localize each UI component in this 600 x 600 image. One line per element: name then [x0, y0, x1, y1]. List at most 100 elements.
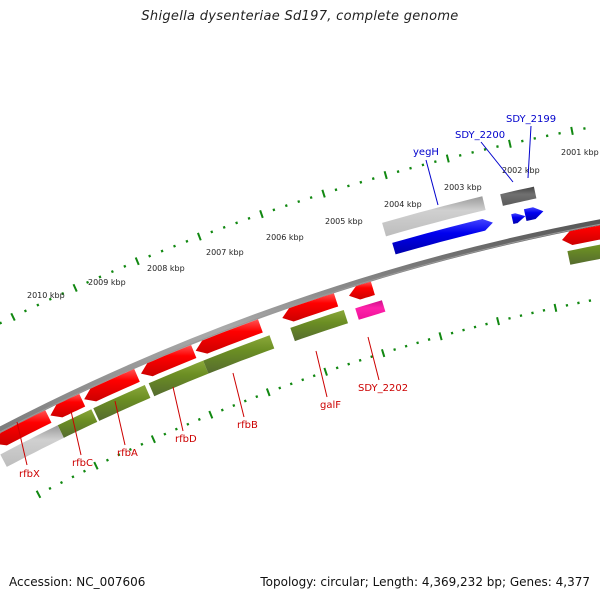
gene-labels: 2001 kbp 2002 kbp 2003 kbp 2004 kbp 2005 kbp… — [16, 114, 599, 480]
ruler-minor-tick — [335, 366, 339, 370]
reverse-cds-feature[interactable] — [50, 393, 86, 418]
label-leader-line — [70, 410, 82, 456]
ruler-kbp-label: 2007 kbp — [206, 248, 244, 257]
ruler-minor-tick — [396, 170, 400, 174]
ruler-major-tick — [445, 154, 450, 163]
gene-feature[interactable] — [148, 360, 209, 397]
ruler-kbp-label: 2005 kbp — [325, 217, 363, 226]
ruler-major-tick — [381, 348, 386, 358]
ruler-minor-tick — [128, 447, 132, 452]
ruler-kbp-label: 2006 kbp — [266, 233, 304, 242]
ruler-minor-tick — [272, 208, 276, 212]
ruler-minor-tick — [185, 239, 189, 243]
ruler-major-tick — [196, 232, 202, 241]
reverse-cds-feature[interactable] — [349, 281, 375, 300]
ruler-minor-tick — [48, 297, 52, 301]
ruler-kbp-label: 2008 kbp — [147, 264, 185, 273]
label-leader-line — [425, 159, 439, 206]
gene-label-SDY_2202[interactable]: SDY_2202 — [358, 383, 408, 394]
gene-feature[interactable] — [57, 409, 98, 438]
feature-track[interactable] — [0, 186, 600, 467]
ruler-minor-tick — [508, 316, 511, 320]
forward-cds-feature[interactable] — [392, 219, 493, 255]
gene-feature[interactable] — [290, 310, 348, 342]
ruler-major-tick — [35, 490, 42, 499]
ruler-minor-tick — [148, 254, 152, 258]
reverse-cds-feature[interactable] — [141, 345, 197, 377]
ruler-minor-tick — [289, 382, 293, 386]
ruler-minor-tick — [86, 280, 90, 284]
gene-feature[interactable] — [500, 186, 537, 206]
gene-label-SDY_2200[interactable]: SDY_2200 — [455, 130, 505, 141]
gene-label-rfbB[interactable]: rfbB — [237, 420, 258, 431]
ruler-minor-tick — [284, 204, 288, 208]
ruler-minor-tick — [98, 275, 102, 279]
ruler-kbp-label: 2004 kbp — [384, 200, 422, 209]
ruler-major-tick — [496, 317, 500, 326]
gene-feature[interactable] — [203, 335, 275, 374]
forward-cds-feature[interactable] — [523, 207, 544, 221]
ruler-major-tick — [208, 410, 214, 419]
gene-feature[interactable] — [567, 237, 600, 265]
ruler-minor-tick — [255, 395, 259, 399]
ruler-minor-tick — [473, 325, 477, 329]
ruler-major-tick — [259, 209, 264, 219]
ruler-minor-tick — [297, 200, 301, 204]
gene-feature[interactable] — [382, 196, 486, 237]
accession-text: Accession: NC_007606 — [9, 575, 146, 589]
label-leader-line — [172, 386, 184, 432]
ruler-kbp-label: 2002 kbp — [502, 166, 540, 175]
gene-label-rfbD[interactable]: rfbD — [175, 434, 197, 445]
label-leader-line — [16, 421, 28, 466]
genome-title: Shigella dysenteriae Sd197, complete gen… — [141, 9, 459, 24]
misc-feature[interactable] — [355, 300, 386, 320]
ruler-minor-tick — [542, 308, 546, 312]
ruler-minor-tick — [371, 177, 375, 181]
ruler-minor-tick — [174, 427, 178, 431]
reverse-cds-feature[interactable] — [282, 293, 339, 322]
reverse-cds-feature[interactable] — [84, 368, 140, 402]
ruler-minor-tick — [163, 432, 167, 436]
ruler-minor-tick — [359, 180, 363, 184]
ruler-minor-tick — [140, 442, 144, 446]
ruler-minor-tick — [36, 303, 40, 307]
ruler-major-tick — [265, 388, 271, 397]
gene-label-SDY_2199[interactable]: SDY_2199 — [506, 114, 556, 125]
ruler-minor-tick — [434, 160, 437, 164]
ruler-minor-tick — [309, 196, 313, 200]
gene-label-rfbC[interactable]: rfbC — [72, 458, 93, 469]
ruler-minor-tick — [531, 311, 534, 315]
label-leader-line — [367, 336, 380, 381]
ruler-minor-tick — [404, 344, 408, 348]
ruler-minor-tick — [220, 408, 224, 412]
ruler-minor-tick — [483, 148, 487, 151]
ruler-minor-tick — [520, 139, 524, 143]
ruler-minor-tick — [347, 184, 350, 188]
ruler-minor-tick — [48, 486, 52, 490]
label-leader-line — [232, 372, 245, 418]
gene-label-yegH[interactable]: yegH — [413, 147, 439, 158]
gene-label-rfbX[interactable]: rfbX — [19, 469, 40, 480]
ruler-minor-tick — [485, 322, 488, 326]
gene-label-rfbA[interactable]: rfbA — [117, 448, 138, 459]
ruler-minor-tick — [222, 225, 226, 229]
forward-cds-feature[interactable] — [511, 213, 526, 224]
reverse-cds-feature[interactable] — [562, 218, 600, 245]
backbone-highlight — [0, 223, 600, 433]
ruler-minor-tick — [71, 475, 75, 479]
ruler-minor-tick — [105, 458, 109, 462]
ruler-minor-tick — [450, 331, 454, 335]
ruler-kbp-label: 2010 kbp — [27, 291, 65, 300]
ruler-minor-tick — [312, 374, 316, 378]
ruler-minor-tick — [173, 244, 176, 248]
gene-label-galF[interactable]: galF — [320, 400, 341, 411]
gene-feature[interactable] — [93, 385, 151, 421]
reverse-cds-feature[interactable] — [195, 319, 263, 354]
ruler-minor-tick — [117, 453, 121, 457]
gene-feature[interactable] — [0, 425, 64, 467]
ruler-major-tick — [72, 283, 78, 292]
reverse-cds-feature[interactable] — [0, 410, 52, 446]
ruler-minor-tick — [409, 166, 412, 170]
ruler-minor-tick — [186, 422, 190, 426]
